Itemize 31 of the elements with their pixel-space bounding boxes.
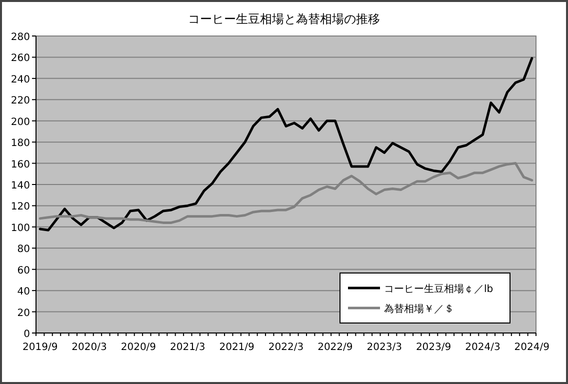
y-tick-label: 280 xyxy=(10,32,30,43)
y-tick-label: 160 xyxy=(10,159,30,170)
x-tick-label: 2024/9 xyxy=(514,342,550,353)
legend-label: 為替相場￥／＄ xyxy=(384,303,454,315)
x-tick-label: 2021/3 xyxy=(170,342,206,353)
x-tick-label: 2022/9 xyxy=(318,342,353,353)
legend-label: コーヒー生豆相場￠／lb xyxy=(384,283,494,295)
y-tick-label: 140 xyxy=(10,180,30,192)
chart-title: コーヒー生豆相場と為替相場の推移 xyxy=(188,12,380,26)
x-tick-label: 2023/9 xyxy=(416,342,452,353)
y-tick-label: 40 xyxy=(17,286,30,298)
y-tick-label: 60 xyxy=(17,265,30,276)
y-tick-label: 240 xyxy=(10,74,30,86)
x-tick-label: 2019/9 xyxy=(22,342,58,353)
x-tick-label: 2024/3 xyxy=(465,342,500,353)
y-tick-label: 80 xyxy=(17,244,30,256)
y-tick-label: 260 xyxy=(10,53,30,64)
line-series xyxy=(38,57,534,232)
y-tick-label: 220 xyxy=(10,96,30,107)
y-tick-label: 20 xyxy=(17,308,30,319)
x-tick-label: 2023/3 xyxy=(366,342,402,353)
line-series xyxy=(38,162,534,224)
y-tick-label: 180 xyxy=(10,138,30,150)
y-tick-label: 120 xyxy=(10,202,30,213)
y-tick-label: 0 xyxy=(24,329,30,340)
x-tick-label: 2022/3 xyxy=(268,342,304,353)
x-tick-label: 2020/3 xyxy=(72,342,107,353)
x-tick-label: 2021/9 xyxy=(219,342,254,353)
y-tick-label: 100 xyxy=(10,222,30,234)
y-tick-label: 200 xyxy=(10,116,30,128)
x-tick-label: 2020/9 xyxy=(120,342,156,353)
